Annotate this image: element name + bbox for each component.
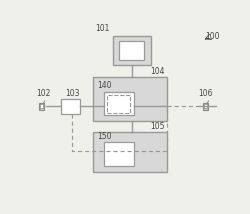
Text: 101: 101 xyxy=(95,24,110,33)
Text: 103: 103 xyxy=(65,89,80,98)
Text: 106: 106 xyxy=(198,89,213,98)
Bar xyxy=(93,77,167,121)
Bar xyxy=(61,99,80,114)
Bar xyxy=(120,40,144,60)
Text: 102: 102 xyxy=(36,89,51,98)
Text: 140: 140 xyxy=(97,81,111,90)
Bar xyxy=(104,142,134,166)
Bar xyxy=(203,103,208,110)
Text: 105: 105 xyxy=(150,122,165,131)
Text: 104: 104 xyxy=(150,67,165,76)
Bar xyxy=(204,104,207,108)
Bar xyxy=(107,95,130,113)
Text: 100: 100 xyxy=(206,32,220,41)
Bar xyxy=(93,132,167,171)
Bar xyxy=(104,92,134,116)
Bar xyxy=(40,104,43,108)
Text: 150: 150 xyxy=(97,132,111,141)
Bar xyxy=(40,103,44,110)
Bar xyxy=(112,36,152,65)
